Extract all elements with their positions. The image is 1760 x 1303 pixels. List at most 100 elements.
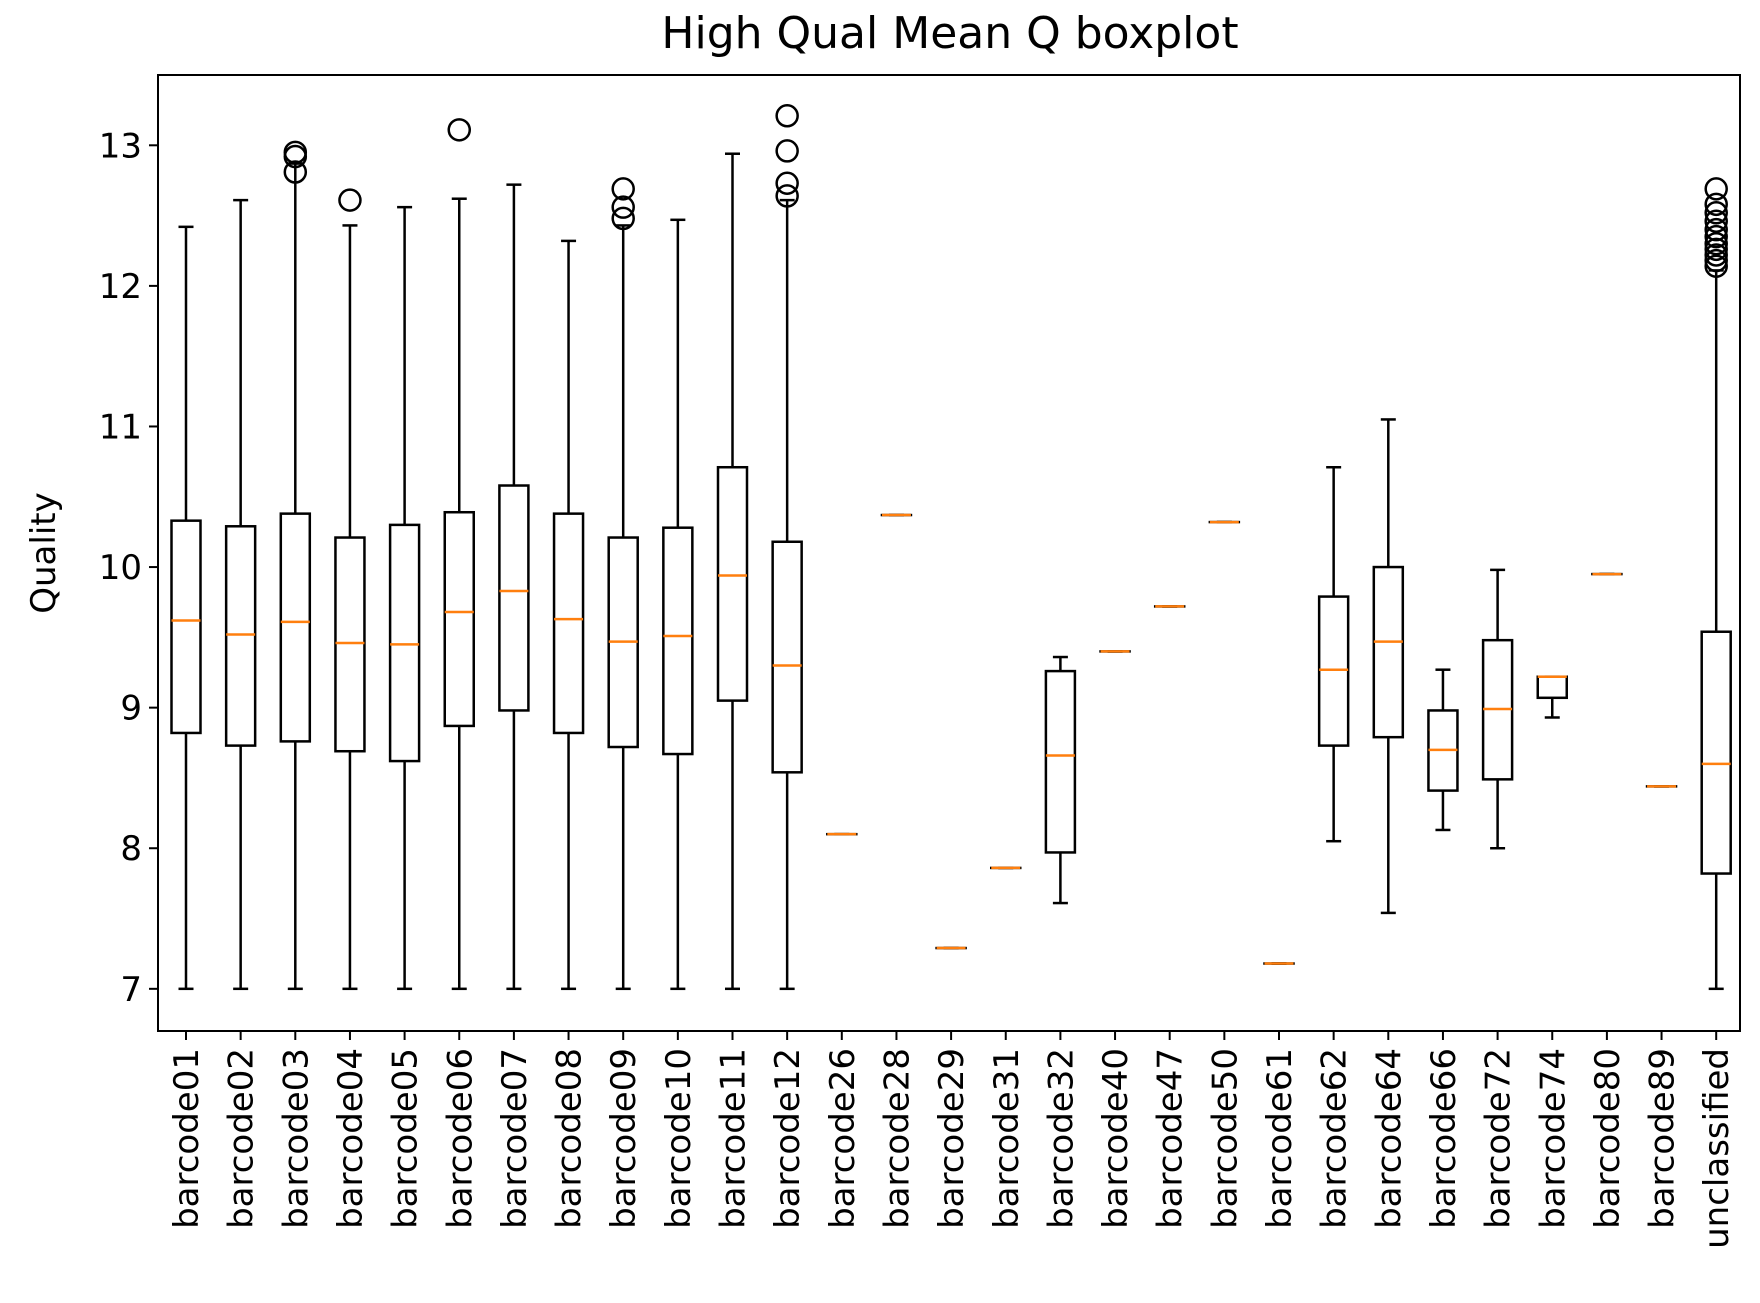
flier-point (447, 118, 471, 142)
box-barcode05 (388, 205, 421, 991)
y-axis-ticks: 7 8 9 10 11 12 13 (99, 126, 158, 1010)
x-tick-label: barcode05 (386, 1048, 426, 1229)
flier-point (775, 184, 799, 208)
flier-point (611, 177, 635, 201)
flier-point (1704, 254, 1728, 278)
iqr-box (334, 536, 366, 753)
x-tick-label: barcode08 (550, 1048, 590, 1229)
iqr-box (662, 526, 694, 756)
iqr-box (1372, 565, 1405, 739)
box-barcode10 (662, 218, 694, 991)
iqr-box (1536, 675, 1568, 700)
box-barcode12 (771, 104, 803, 991)
x-tick-label: barcode74 (1533, 1048, 1573, 1229)
y-tick-label: 9 (120, 689, 142, 729)
box-barcode11 (716, 152, 749, 991)
box-barcode62 (1317, 465, 1350, 843)
flier-point (1704, 248, 1728, 273)
flier-point (775, 171, 799, 196)
iqr-box (716, 465, 749, 702)
iqr-box (170, 519, 202, 735)
flier-point (338, 188, 362, 212)
x-tick-label: barcode10 (659, 1048, 699, 1229)
box-barcode02 (224, 198, 257, 991)
iqr-box (1044, 669, 1077, 854)
x-tick-label: barcode72 (1479, 1048, 1519, 1229)
x-tick-label: barcode01 (167, 1048, 207, 1229)
box-barcode74 (1536, 675, 1568, 719)
flier-point (611, 195, 635, 219)
y-tick-label: 7 (120, 970, 142, 1010)
flier-point (1704, 231, 1728, 256)
box-barcode08 (552, 239, 585, 991)
x-tick-label: barcode02 (222, 1048, 262, 1229)
plot-frame (157, 74, 1741, 1032)
flier-point (283, 140, 308, 165)
box-series (170, 104, 1732, 991)
flier-point (775, 139, 799, 163)
iqr-box (224, 525, 257, 747)
box-barcode07 (498, 183, 530, 991)
y-tick-label: 8 (120, 829, 142, 869)
flier-point (611, 206, 635, 231)
box-barcode01 (170, 225, 202, 991)
x-tick-label: barcode89 (1643, 1048, 1683, 1229)
box-barcode09 (607, 177, 639, 991)
box-barcode32 (1044, 655, 1077, 905)
x-tick-label: barcode64 (1369, 1048, 1409, 1229)
iqr-box (388, 523, 421, 763)
x-tick-label: barcode12 (768, 1048, 808, 1229)
x-tick-label: barcode03 (276, 1048, 316, 1229)
box-barcode66 (1427, 668, 1459, 832)
x-tick-label: barcode80 (1588, 1048, 1628, 1229)
y-tick-label: 12 (99, 267, 142, 307)
x-tick-label: barcode26 (823, 1048, 863, 1229)
chart-title: High Qual Mean Q boxplot (661, 8, 1238, 59)
box-unclassified (1700, 177, 1732, 991)
iqr-box (1317, 595, 1350, 747)
flier-point (775, 104, 799, 128)
box-barcode04 (334, 188, 366, 991)
x-tick-label: barcode32 (1041, 1048, 1081, 1229)
iqr-box (443, 510, 475, 728)
x-tick-label: barcode40 (1096, 1048, 1136, 1229)
x-tick-label: barcode06 (440, 1048, 480, 1229)
flier-point (1704, 224, 1728, 249)
y-axis-label: Quality (24, 492, 64, 614)
flier-point (1704, 192, 1728, 217)
x-tick-label: barcode61 (1260, 1048, 1300, 1229)
x-tick-label: barcode50 (1205, 1048, 1245, 1229)
flier-point (1704, 209, 1728, 233)
box-barcode03 (279, 140, 312, 991)
x-tick-label: barcode66 (1424, 1048, 1464, 1229)
x-tick-label: barcode07 (495, 1048, 535, 1229)
x-tick-label: unclassified (1697, 1048, 1737, 1249)
y-tick-label: 10 (99, 548, 142, 588)
flier-point (1704, 217, 1728, 242)
iqr-box (771, 540, 803, 774)
x-tick-label: barcode47 (1151, 1048, 1191, 1229)
flier-point (1704, 177, 1728, 201)
y-tick-label: 11 (99, 407, 142, 447)
x-tick-label: barcode04 (331, 1048, 371, 1229)
box-barcode64 (1372, 418, 1405, 915)
iqr-box (552, 512, 585, 735)
box-barcode06 (443, 118, 475, 991)
x-tick-label: barcode62 (1315, 1048, 1355, 1229)
x-tick-label: barcode09 (604, 1048, 644, 1229)
iqr-box (498, 484, 530, 712)
box-barcode72 (1481, 568, 1514, 850)
x-tick-label: barcode28 (877, 1048, 917, 1229)
y-tick-label: 13 (99, 126, 142, 166)
x-tick-label: barcode29 (932, 1048, 972, 1229)
flier-point (1704, 201, 1728, 225)
iqr-box (279, 512, 312, 743)
flier-point (1704, 237, 1728, 262)
iqr-box (1700, 630, 1732, 875)
flier-point (283, 160, 308, 184)
x-tick-label: barcode11 (714, 1048, 754, 1229)
x-axis-ticks: barcode01 barcode02 barcode03 barcode04 barc… (167, 1031, 1737, 1249)
flier-point (1704, 243, 1728, 267)
x-tick-label: barcode31 (987, 1048, 1027, 1229)
